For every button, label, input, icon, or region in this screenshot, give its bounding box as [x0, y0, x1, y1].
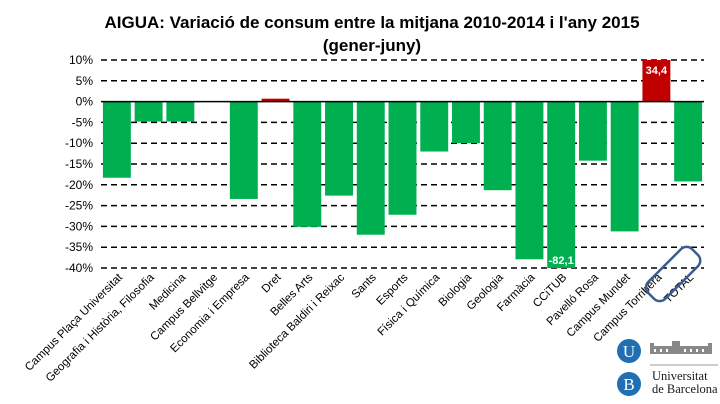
y-tick-label: -35% [65, 240, 93, 254]
x-tick-label: TOTAL [662, 271, 696, 305]
y-tick-label: -30% [65, 219, 93, 233]
university-logo: U B Universitat de Barcelona [612, 338, 720, 404]
logo-line-2: de Barcelona [652, 382, 718, 396]
logo-line-1: Universitat [652, 369, 708, 383]
data-label-14: -82,1 [549, 255, 574, 267]
bar-8 [356, 101, 385, 235]
y-tick-label: 10% [69, 53, 93, 67]
bar-2 [166, 101, 195, 122]
bar-10 [420, 101, 449, 152]
x-tick-label: Sants [350, 271, 379, 300]
logo-circle-u [617, 339, 641, 363]
data-labels: -82,1 34,4 [549, 65, 668, 267]
bars [102, 60, 703, 268]
bar-18 [674, 101, 703, 182]
bar-13 [515, 101, 544, 260]
x-tick-label: Dret [260, 271, 284, 295]
y-tick-label: -40% [65, 261, 93, 275]
logo-letter-u: U [623, 342, 635, 361]
bar-6 [293, 101, 322, 227]
bar-12 [483, 101, 512, 191]
bar-11 [452, 101, 480, 144]
y-axis-ticks: 10% 5% 0% -5% -10% -15% -20% -25% -30% -35% -40% [65, 53, 93, 275]
y-tick-label: -10% [65, 136, 93, 150]
bar-16 [610, 101, 639, 232]
bar-4 [229, 101, 258, 199]
y-tick-label: 5% [76, 74, 94, 88]
data-label-17: 34,4 [646, 65, 668, 77]
y-tick-label: -20% [65, 178, 93, 192]
logo-graphic: U B [617, 339, 718, 396]
logo-letter-b: B [623, 375, 634, 394]
bar-0 [102, 101, 131, 178]
chart-title: AIGUA: Variació de consum entre la mitja… [104, 13, 639, 32]
bar-7 [325, 101, 353, 196]
bar-5 [261, 98, 290, 102]
building-icon [650, 341, 712, 354]
bar-9 [388, 101, 417, 215]
y-tick-label: 0% [76, 95, 94, 109]
bar-17 [642, 60, 671, 102]
logo-circle-b [617, 372, 641, 396]
y-tick-label: -15% [65, 157, 93, 171]
chart-subtitle: (gener-juny) [323, 36, 421, 55]
bar-15 [578, 101, 607, 161]
y-tick-label: -5% [72, 115, 94, 129]
bar-14 [547, 101, 576, 268]
total-highlight-box [644, 245, 702, 303]
y-tick-label: -25% [65, 199, 93, 213]
bar-1 [134, 101, 163, 122]
